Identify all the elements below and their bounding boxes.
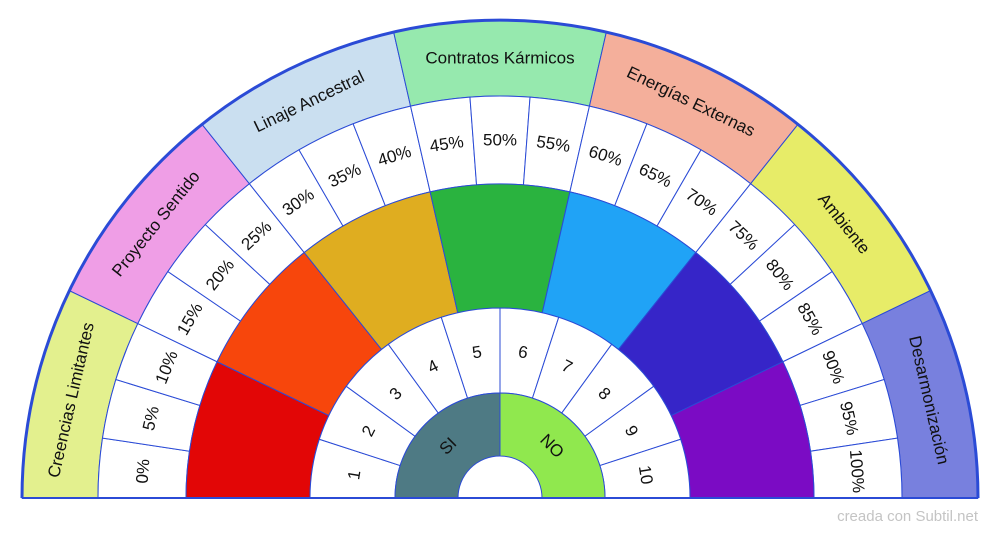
percent-label: 0%	[133, 458, 154, 484]
number-label: 1	[344, 469, 364, 481]
outer-outline	[20, 18, 980, 499]
answer-segment	[394, 392, 501, 499]
number-label: 10	[635, 464, 657, 486]
percent-label: 45%	[428, 132, 464, 156]
category-label: Contratos Kármicos	[425, 49, 574, 68]
center-yes-no-ring: SI NO	[394, 392, 606, 499]
percent-label: 5%	[139, 404, 163, 432]
credit-text: creada con Subtil.net	[837, 508, 978, 525]
percent-ring: 0%5%10%15%20%25%30%35%40% 45% 50% 55% 60%65%…	[97, 95, 903, 499]
color-ring	[185, 183, 815, 499]
number-label: 5	[471, 342, 483, 362]
percent-label: 100%	[846, 449, 868, 494]
percent-label: 50%	[483, 131, 517, 150]
number-label: 6	[517, 342, 529, 362]
outer-arc	[20, 18, 980, 499]
answer-segment	[499, 392, 606, 499]
percent-label: 55%	[535, 132, 571, 156]
